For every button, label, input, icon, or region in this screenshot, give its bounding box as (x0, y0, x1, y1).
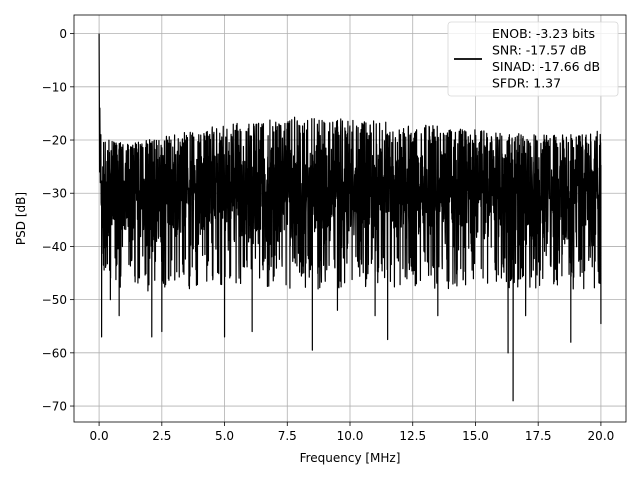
y-tick-label: −30 (42, 187, 67, 201)
x-tick-label: 5.0 (215, 429, 234, 443)
x-tick-label: 10.0 (337, 429, 364, 443)
y-axis-label: PSD [dB] (14, 192, 28, 245)
x-tick-label: 17.5 (525, 429, 552, 443)
x-tick-label: 7.5 (278, 429, 297, 443)
x-tick-label: 12.5 (399, 429, 426, 443)
y-tick-label: 0 (59, 27, 67, 41)
x-axis-label: Frequency [MHz] (300, 451, 401, 465)
x-tick-label: 20.0 (588, 429, 615, 443)
legend-sfdr: SFDR: 1.37 (492, 76, 561, 91)
legend-sinad: SINAD: -17.66 dB (492, 59, 600, 74)
x-tick-label: 15.0 (462, 429, 489, 443)
x-tick-label: 0.0 (90, 429, 109, 443)
x-axis: 0.0 2.5 5.0 7.5 10.0 12.5 15.0 17.5 20.0 (90, 422, 615, 443)
y-tick-label: −50 (42, 293, 67, 307)
y-axis: 0 −10 −20 −30 −40 −50 −60 −70 (42, 27, 74, 414)
legend: ENOB: -3.23 bits SNR: -17.57 dB SINAD: -… (447, 21, 619, 97)
legend-box (447, 21, 619, 97)
legend-enob: ENOB: -3.23 bits (492, 26, 595, 41)
y-tick-label: −20 (42, 134, 67, 148)
psd-series-line (98, 33, 602, 402)
y-tick-label: −40 (42, 240, 67, 254)
data-series (98, 33, 602, 402)
y-tick-label: −10 (42, 80, 67, 94)
legend-snr: SNR: -17.57 dB (492, 43, 587, 58)
y-tick-label: −60 (42, 346, 67, 360)
y-tick-label: −70 (42, 400, 67, 414)
x-tick-label: 2.5 (152, 429, 171, 443)
